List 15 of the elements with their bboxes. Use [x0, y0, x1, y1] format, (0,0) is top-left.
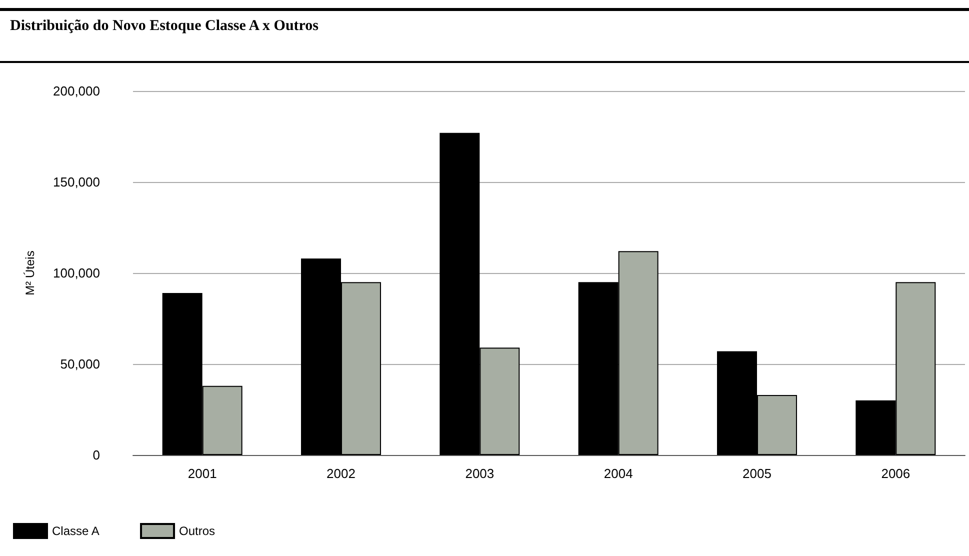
y-tick-label: 50,000: [60, 356, 100, 372]
x-tick-label: 2003: [465, 466, 494, 481]
legend-label: Outros: [179, 524, 216, 538]
x-tick-label: 2001: [188, 466, 217, 481]
x-tick-label: 2005: [742, 466, 772, 481]
x-tick-label: 2002: [326, 466, 356, 481]
legend-label: Classe A: [52, 524, 100, 538]
y-tick-label: 150,000: [53, 174, 100, 190]
y-axis-title: M² Úteis: [23, 250, 37, 296]
y-tick-label: 100,000: [53, 266, 100, 280]
x-tick-label: 2004: [604, 466, 633, 481]
y-tick-label: 0: [92, 448, 100, 462]
chart-title: Distribuição do Novo Estoque Classe A x Outros: [9, 17, 320, 35]
x-tick-label: 2006: [881, 466, 910, 481]
y-tick-label: 200,000: [53, 84, 100, 98]
